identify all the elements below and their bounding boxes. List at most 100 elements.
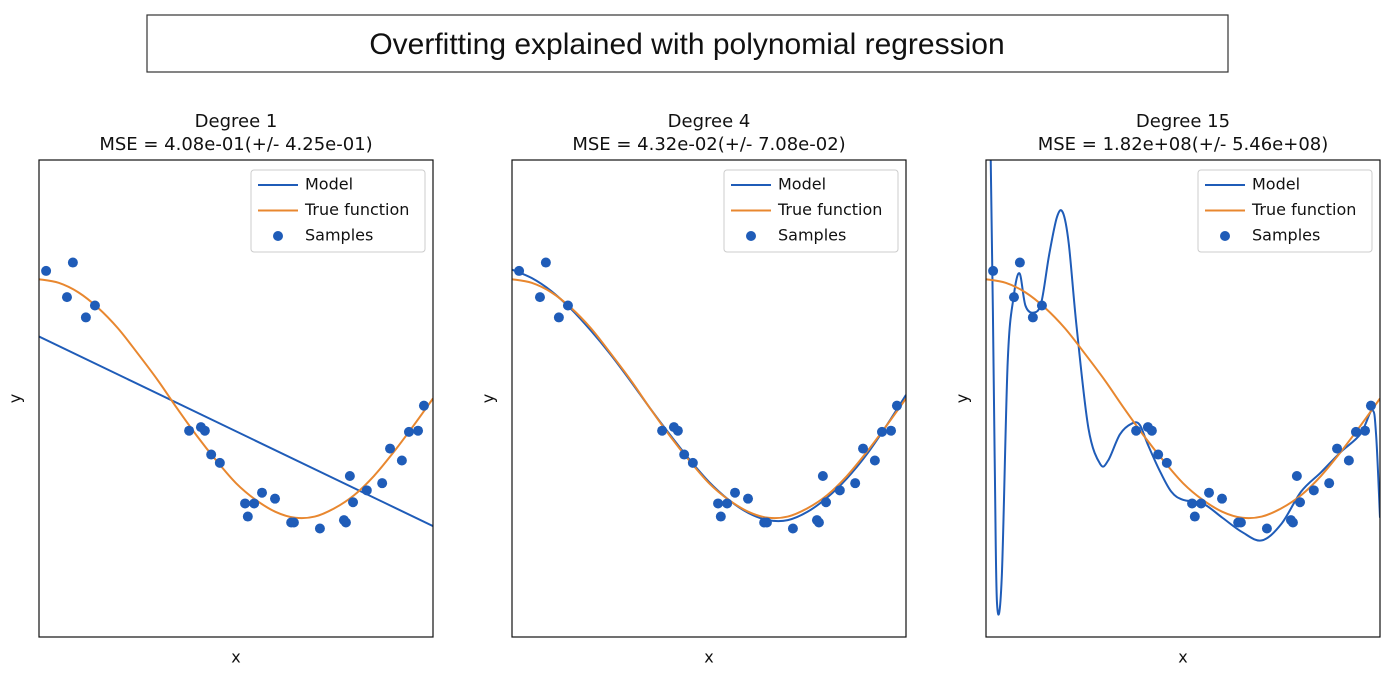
point [314,523,325,534]
legend-label: Model [778,175,826,194]
point [206,449,217,460]
point [340,517,351,528]
point [1187,498,1198,509]
line [989,160,1380,616]
point [834,485,845,496]
y-axis-label: y [6,394,25,403]
legend-label: True function [1251,200,1356,219]
legend-swatch [273,231,283,241]
point [1014,257,1025,268]
line [39,335,433,527]
point [672,425,683,436]
point [1008,292,1019,303]
legend: Model True function Samples [1197,169,1373,253]
point [1324,478,1335,489]
point [1146,425,1157,436]
point [257,487,268,498]
point [288,517,299,528]
point [1350,426,1361,437]
legend: Model True function Samples [250,169,426,253]
subplot-subtitle: MSE = 1.82e+08(+/- 5.46e+08) [1038,134,1329,155]
point [1235,517,1246,528]
legend-swatch [746,231,756,241]
point [1036,300,1047,311]
point [869,455,880,466]
legend-label: Samples [778,226,846,245]
point [1332,443,1343,454]
point [657,425,668,436]
point [1196,498,1207,509]
point [715,511,726,522]
point [1360,425,1371,436]
legend: Model True function Samples [723,169,899,253]
x-axis-label: x [231,648,240,667]
subplot-title: Degree 15 [1136,111,1230,132]
point [1161,457,1172,468]
x-axis-label: x [1178,648,1187,667]
axes-frame [985,159,1381,638]
line [986,278,1380,520]
point [534,292,545,303]
point [821,497,832,508]
legend-label: True function [304,200,409,219]
point [1217,493,1228,504]
point [89,300,100,311]
point [1204,487,1215,498]
legend-label: Model [1252,175,1300,194]
point [514,265,525,276]
x-axis-label: x [704,648,713,667]
point [713,498,724,509]
y-axis-label: y [479,394,498,403]
subplot-title: Degree 4 [668,111,751,132]
point [270,493,281,504]
plot-area [39,257,433,534]
axes-frame [38,159,434,638]
point [348,497,359,508]
point [184,425,195,436]
point [1343,455,1354,466]
point [886,425,897,436]
point [361,485,372,496]
point [761,517,772,528]
line [512,278,906,520]
legend-box [1197,169,1373,253]
axes-frame [511,159,907,638]
plot-area [986,160,1380,616]
point [1291,471,1302,482]
point [242,511,253,522]
point [214,457,225,468]
point [377,478,388,489]
point [730,487,741,498]
legend-label: True function [777,200,882,219]
point [787,523,798,534]
point [540,257,551,268]
legend-box [723,169,899,253]
point [562,300,573,311]
point [687,457,698,468]
plot-area [512,257,906,534]
point [891,400,902,411]
point [199,425,210,436]
point [1261,523,1272,534]
point [1295,497,1306,508]
point [67,257,78,268]
point [1287,517,1298,528]
legend-swatch [1220,231,1230,241]
subplot-subtitle: MSE = 4.08e-01(+/- 4.25e-01) [99,134,372,155]
line [39,278,433,520]
point [988,265,999,276]
point [418,400,429,411]
legend-label: Samples [305,226,373,245]
point [403,426,414,437]
point [679,449,690,460]
point [80,312,91,323]
point [396,455,407,466]
y-axis-label: y [953,394,972,403]
point [858,443,869,454]
point [61,292,72,303]
point [1189,511,1200,522]
